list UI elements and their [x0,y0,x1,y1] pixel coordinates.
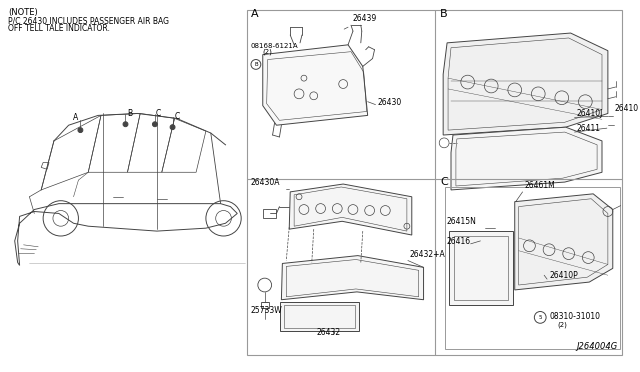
Text: 26415N: 26415N [446,217,476,226]
Circle shape [78,128,83,132]
Text: A: A [72,113,78,122]
Text: 08310-31010: 08310-31010 [549,312,600,321]
Bar [454,236,508,300]
Text: 5: 5 [538,315,542,320]
Text: 26410: 26410 [615,105,639,113]
Text: C: C [156,109,161,118]
Text: 26430A: 26430A [250,178,280,187]
Bar [284,305,355,328]
Text: 26410P: 26410P [549,271,578,280]
Bar [260,302,269,308]
Text: 26430: 26430 [378,97,402,107]
Circle shape [123,122,128,127]
Polygon shape [263,45,367,125]
Text: (2): (2) [557,322,567,328]
Bar [449,231,513,305]
Polygon shape [443,33,608,135]
Text: J264004G: J264004G [577,342,618,351]
Text: 26411: 26411 [577,124,600,133]
Text: 26416: 26416 [446,237,470,246]
Text: (2): (2) [263,48,273,55]
Text: B: B [254,62,258,67]
Bar [263,209,276,218]
Text: B: B [440,9,448,19]
Polygon shape [451,127,602,190]
Text: (NOTE): (NOTE) [8,8,38,17]
Polygon shape [515,194,612,290]
Text: 26410J: 26410J [577,109,603,118]
Text: 26432+A: 26432+A [410,250,445,259]
Circle shape [170,125,175,129]
Text: 26439: 26439 [353,14,377,23]
Text: 08168-6121A: 08168-6121A [251,43,299,49]
Bar [280,302,359,331]
Polygon shape [282,256,424,300]
Text: 26461M: 26461M [525,181,556,190]
Circle shape [152,122,157,127]
Bar [445,187,620,349]
Text: C: C [175,112,180,121]
Text: P/C 26430 INCLUDES PASSENGER AIR BAG: P/C 26430 INCLUDES PASSENGER AIR BAG [8,16,169,25]
Text: 26432: 26432 [316,328,340,337]
Text: B: B [127,109,132,118]
Text: OFF TELL TALE INDICATOR.: OFF TELL TALE INDICATOR. [8,24,109,33]
Text: 25733W: 25733W [250,307,282,315]
Polygon shape [289,184,412,235]
Text: C: C [440,177,448,187]
Bar [247,10,621,355]
Text: A: A [251,9,259,19]
